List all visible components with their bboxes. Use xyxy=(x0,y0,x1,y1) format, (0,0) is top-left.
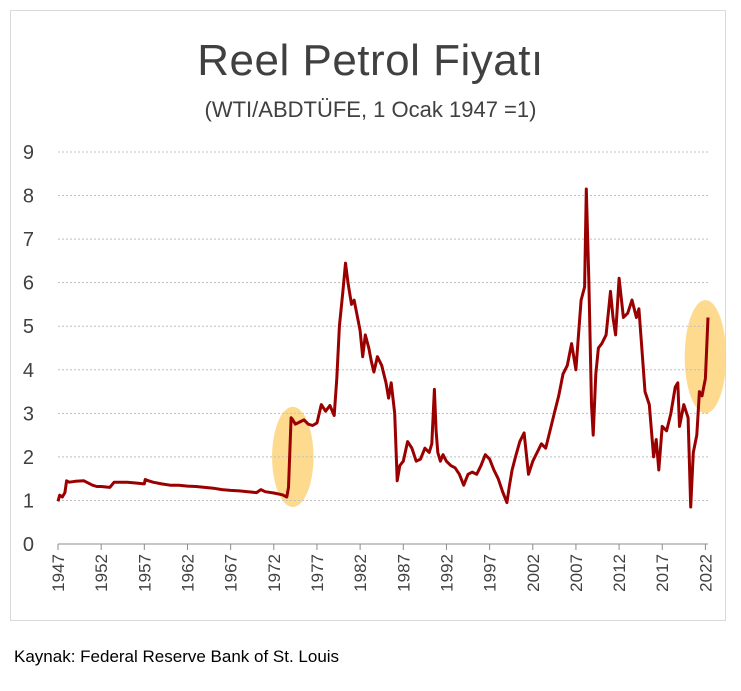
y-tick-label-9: 9 xyxy=(23,142,34,164)
x-tick-label-1977: 1977 xyxy=(308,554,327,592)
x-tick-label-1967: 1967 xyxy=(222,554,241,592)
x-tick-label-2012: 2012 xyxy=(610,554,629,592)
x-tick-label-2022: 2022 xyxy=(696,554,715,592)
chart-subtitle: (WTI/ABDTÜFE, 1 Ocak 1947 =1) xyxy=(204,97,537,122)
x-tick-label-1962: 1962 xyxy=(178,554,197,592)
y-tick-label-3: 3 xyxy=(23,403,34,425)
source-note: Kaynak: Federal Reserve Bank of St. Loui… xyxy=(14,647,340,666)
y-tick-label-6: 6 xyxy=(23,273,34,295)
x-tick-label-1992: 1992 xyxy=(437,554,456,592)
y-tick-label-0: 0 xyxy=(23,534,34,556)
y-axis-ticks: 0 1 2 3 4 5 6 7 8 9 xyxy=(23,142,34,556)
y-tick-label-8: 8 xyxy=(23,186,34,208)
x-tick-label-1947: 1947 xyxy=(49,554,68,592)
x-tick-label-2017: 2017 xyxy=(653,554,672,592)
x-tick-label-1982: 1982 xyxy=(351,554,370,592)
x-tick-label-1987: 1987 xyxy=(394,554,413,592)
y-tick-label-4: 4 xyxy=(23,360,34,382)
y-tick-label-7: 7 xyxy=(23,229,34,251)
x-tick-label-1972: 1972 xyxy=(265,554,284,592)
x-tick-label-1957: 1957 xyxy=(135,554,154,592)
series-layer xyxy=(56,187,710,509)
x-tick-label-2002: 2002 xyxy=(524,554,543,592)
gridlines xyxy=(58,151,708,501)
x-axis-ticks: 1947 1952 1957 1962 1967 1972 1977 1982 1987 1992… xyxy=(49,544,715,592)
y-tick-label-2: 2 xyxy=(23,447,34,469)
chart-title: Reel Petrol Fiyatı xyxy=(197,36,544,85)
series-line-1 xyxy=(56,187,710,509)
x-tick-label-2007: 2007 xyxy=(567,554,586,592)
x-tick-label-1997: 1997 xyxy=(481,554,500,592)
y-tick-label-5: 5 xyxy=(23,316,34,338)
highlight-ellipse-1 xyxy=(272,406,314,507)
x-tick-label-1952: 1952 xyxy=(92,554,111,592)
y-tick-label-1: 1 xyxy=(23,490,34,512)
